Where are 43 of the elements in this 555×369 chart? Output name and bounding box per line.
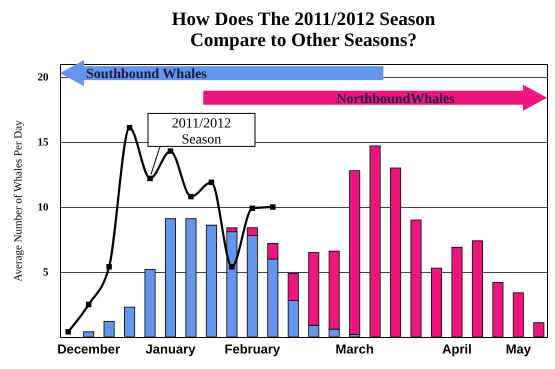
bar bbox=[512, 292, 524, 338]
bar bbox=[104, 321, 115, 338]
x-tick-label: December bbox=[57, 342, 120, 356]
x-tick-label: April bbox=[442, 342, 472, 356]
x-tick-label: January bbox=[146, 342, 196, 356]
point bbox=[65, 329, 71, 335]
series-label: 2011/2012 Season bbox=[172, 116, 232, 148]
bar bbox=[164, 218, 176, 338]
y-tick-label: 20 bbox=[38, 72, 49, 84]
point bbox=[126, 124, 132, 130]
point bbox=[250, 206, 256, 212]
bar bbox=[144, 269, 156, 338]
bar bbox=[472, 240, 483, 338]
bar bbox=[370, 146, 381, 338]
point bbox=[229, 264, 235, 270]
bar bbox=[83, 331, 94, 338]
x-tick-label: March bbox=[336, 342, 374, 356]
annotation: NorthboundWhales bbox=[336, 92, 456, 107]
bar bbox=[124, 306, 136, 338]
y-axis-title: Average Number of Whales Per Day bbox=[12, 120, 24, 282]
x-tick-label: May bbox=[506, 342, 532, 356]
point bbox=[86, 302, 92, 308]
bar bbox=[185, 218, 196, 338]
bar bbox=[206, 224, 217, 338]
bar bbox=[410, 220, 422, 338]
bar bbox=[430, 268, 442, 338]
bar bbox=[390, 168, 402, 338]
point bbox=[188, 194, 194, 200]
y-tick-label: 15 bbox=[38, 136, 49, 148]
point bbox=[208, 180, 214, 186]
bar bbox=[533, 322, 544, 338]
annotation: Southbound Whales bbox=[86, 67, 208, 82]
chart-title: How Does The 2011/2012 Season Compare to Other Seasons? bbox=[172, 9, 436, 51]
point bbox=[168, 148, 174, 154]
bar bbox=[492, 282, 504, 338]
point bbox=[147, 176, 153, 182]
bar bbox=[451, 246, 462, 338]
x-tick-label: February bbox=[224, 342, 281, 356]
point bbox=[106, 264, 112, 270]
y-tick-label: 10 bbox=[38, 202, 49, 214]
point bbox=[270, 204, 276, 210]
bar bbox=[349, 170, 360, 335]
y-tick-label: 5 bbox=[43, 266, 49, 278]
